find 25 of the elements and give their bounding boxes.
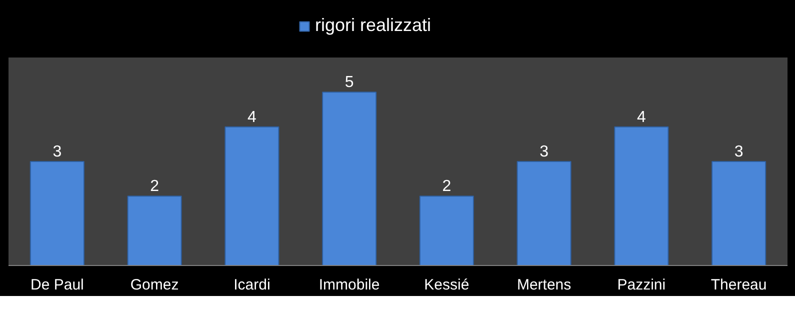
data-label: 3	[734, 144, 744, 160]
x-tick-label: Thereau	[710, 276, 767, 294]
data-label: 4	[247, 108, 256, 126]
x-tick-label: De Paul	[30, 276, 84, 294]
x-tick-label: Gomez	[130, 276, 179, 294]
x-tick-label: Kessié	[424, 276, 470, 294]
x-tick-label: Pazzini	[617, 276, 666, 294]
data-label: 4	[636, 108, 646, 126]
bar	[224, 126, 280, 266]
data-label: 5	[344, 74, 354, 92]
bar	[127, 196, 182, 266]
x-tick-label: Mertens	[516, 276, 572, 294]
data-label: 2	[150, 178, 160, 196]
data-label: 2	[442, 178, 452, 196]
data-label: 3	[540, 144, 549, 160]
bar	[30, 161, 84, 266]
legend-label: rigori realizzati	[315, 15, 432, 36]
bar	[614, 126, 669, 266]
bar	[322, 92, 377, 266]
bar	[516, 161, 572, 266]
x-tick-label: Immobile	[318, 276, 380, 294]
bar	[712, 161, 766, 266]
data-label: 3	[52, 144, 62, 160]
x-tick-label: Icardi	[234, 276, 270, 294]
bar	[419, 196, 474, 266]
